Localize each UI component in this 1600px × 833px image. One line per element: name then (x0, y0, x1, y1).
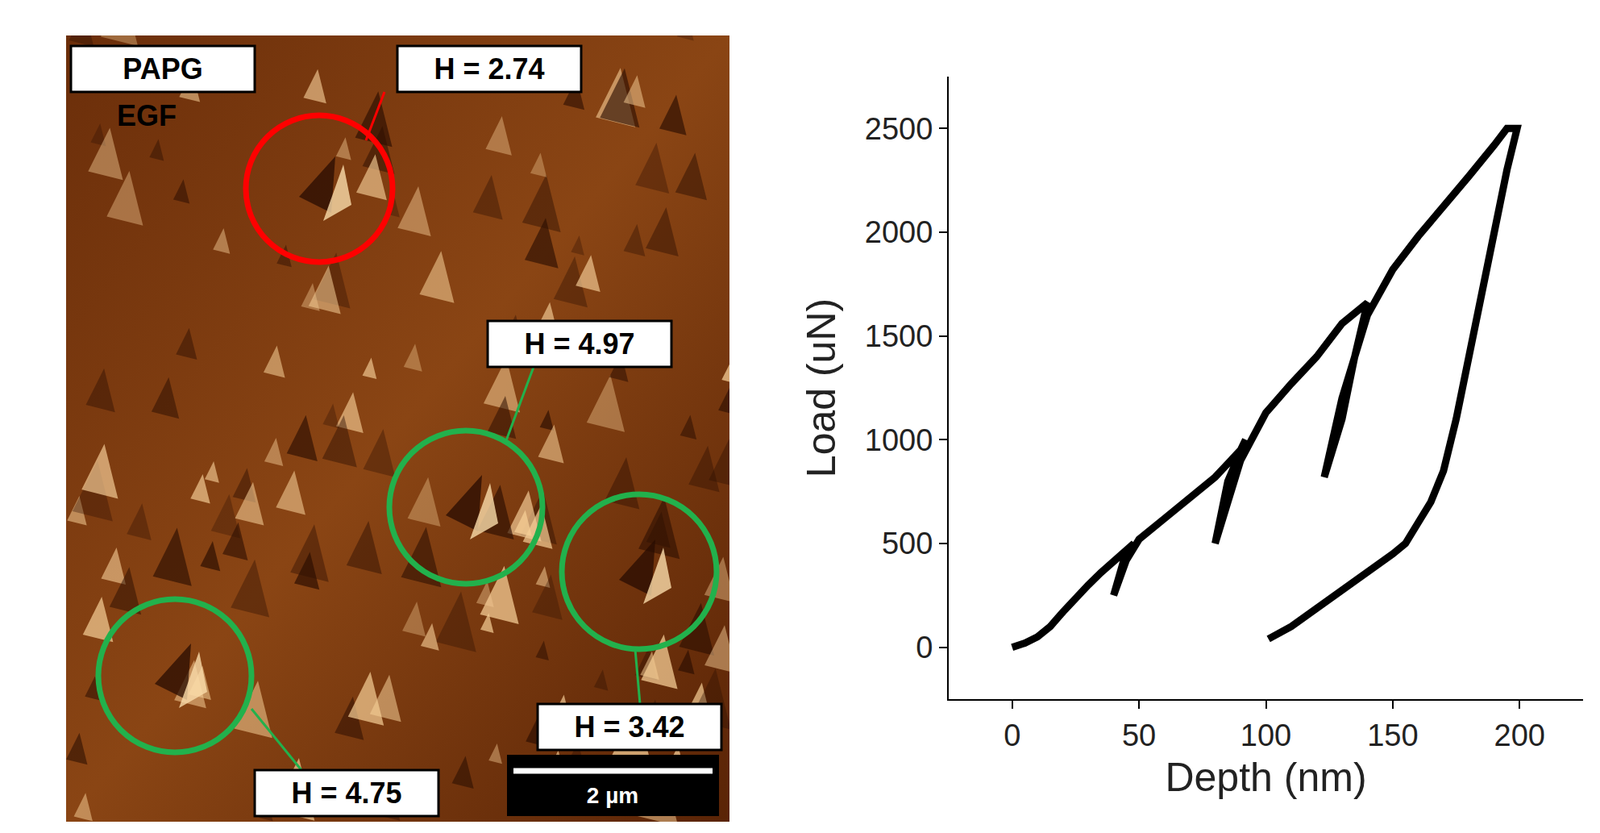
svg-text:Depth (nm): Depth (nm) (1164, 754, 1367, 800)
svg-text:1500: 1500 (864, 319, 934, 354)
svg-text:PAPG: PAPG (122, 52, 203, 86)
svg-text:Load (uN): Load (uN) (798, 298, 844, 478)
svg-text:H = 2.74: H = 2.74 (433, 52, 545, 86)
svg-text:2 µm: 2 µm (586, 782, 639, 808)
svg-text:200: 200 (1494, 718, 1546, 753)
svg-text:EGF: EGF (116, 99, 177, 133)
svg-text:2000: 2000 (864, 215, 934, 250)
svg-text:H = 4.97: H = 4.97 (523, 327, 635, 361)
svg-text:100: 100 (1240, 718, 1292, 753)
svg-text:0: 0 (1003, 718, 1021, 753)
svg-text:H = 3.42: H = 3.42 (573, 710, 685, 744)
svg-text:500: 500 (881, 526, 933, 561)
svg-text:2500: 2500 (864, 112, 934, 146)
svg-text:0: 0 (915, 630, 933, 665)
svg-text:1000: 1000 (864, 423, 934, 458)
svg-text:150: 150 (1367, 718, 1418, 753)
svg-text:50: 50 (1122, 718, 1156, 753)
svg-text:H = 4.75: H = 4.75 (290, 776, 402, 810)
